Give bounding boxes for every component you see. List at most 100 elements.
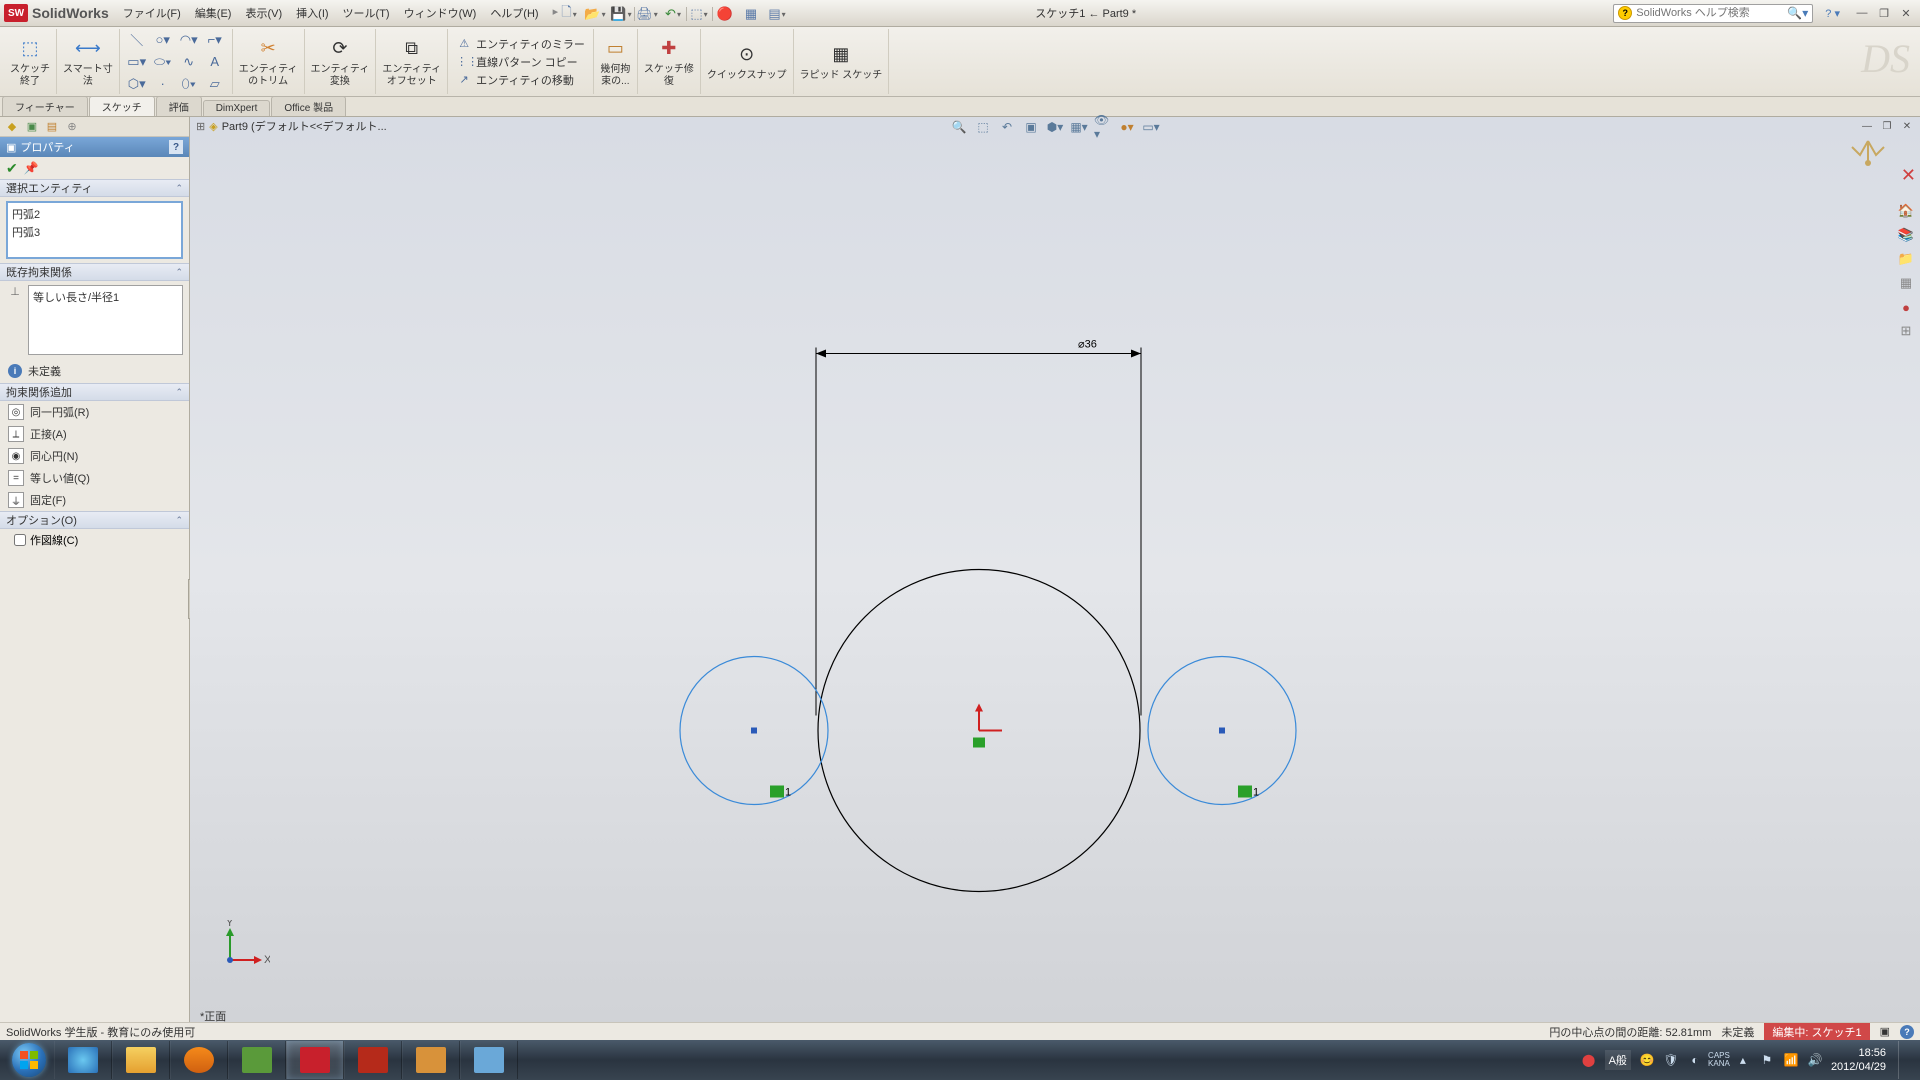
new-doc-icon[interactable]: 🗋 bbox=[560, 5, 578, 23]
tab-feature[interactable]: フィーチャー bbox=[2, 96, 88, 116]
pm-section-add[interactable]: 拘束関係追加⌃ bbox=[0, 383, 189, 401]
display-constraint-button[interactable]: ▭ 幾何拘 束の... bbox=[594, 29, 638, 94]
polygon-tool-icon[interactable]: ⬡▾ bbox=[126, 74, 148, 94]
spline-tool-icon[interactable]: ∿ bbox=[178, 52, 200, 72]
menu-insert[interactable]: 挿入(I) bbox=[296, 5, 328, 21]
taskbar-wmp[interactable] bbox=[170, 1041, 228, 1079]
help-search[interactable]: ? 🔍▾ bbox=[1613, 4, 1813, 23]
status-editing[interactable]: 編集中: スケッチ1 bbox=[1764, 1023, 1869, 1041]
circle-tool-icon[interactable]: ○▾ bbox=[152, 30, 174, 50]
menu-window[interactable]: ウィンドウ(W) bbox=[404, 5, 477, 21]
relation-coradial-button[interactable]: ◎同一円弧(R) bbox=[0, 401, 189, 423]
relation-badge-icon[interactable]: 1 bbox=[770, 786, 791, 799]
pm-tab-feature-icon[interactable]: ◆ bbox=[4, 119, 20, 135]
relation-fix-button[interactable]: ⏚固定(F) bbox=[0, 489, 189, 511]
taskbar-explorer[interactable] bbox=[112, 1041, 170, 1079]
pm-help-icon[interactable]: ? bbox=[169, 140, 183, 154]
line-tool-icon[interactable]: ＼ bbox=[126, 30, 148, 50]
trim-button[interactable]: ✂ エンティティ のトリム bbox=[233, 29, 305, 94]
plane-tool-icon[interactable]: ▱ bbox=[204, 74, 226, 94]
tab-evaluate[interactable]: 評価 bbox=[156, 96, 202, 116]
existing-relations-list[interactable]: 等しい長さ/半径1 bbox=[28, 285, 183, 355]
menu-view[interactable]: 表示(V) bbox=[245, 5, 282, 21]
list-item[interactable]: 円弧2 bbox=[12, 205, 177, 223]
pm-ok-icon[interactable]: ✔ bbox=[6, 160, 18, 177]
tray-icon[interactable]: ◐ bbox=[1687, 1052, 1703, 1068]
relation-tangent-button[interactable]: ⟂正接(A) bbox=[0, 423, 189, 445]
taskbar-app3[interactable] bbox=[460, 1041, 518, 1079]
start-button[interactable] bbox=[4, 1041, 54, 1079]
orientation-triad-icon[interactable]: Y X bbox=[220, 920, 270, 970]
status-help-icon[interactable]: ? bbox=[1900, 1025, 1914, 1039]
tray-volume-icon[interactable]: 🔊 bbox=[1807, 1052, 1823, 1068]
tab-sketch[interactable]: スケッチ bbox=[89, 96, 155, 116]
system-clock[interactable]: 18:56 2012/04/29 bbox=[1831, 1046, 1886, 1075]
dimension-d36[interactable]: ⌀36 bbox=[816, 339, 1141, 716]
taskbar-solidworks[interactable] bbox=[286, 1041, 344, 1079]
open-doc-icon[interactable]: 📂 bbox=[586, 5, 604, 23]
taskbar-acrobat[interactable] bbox=[344, 1041, 402, 1079]
minimize-button[interactable]: — bbox=[1852, 5, 1872, 21]
pm-section-options[interactable]: オプション(O)⌃ bbox=[0, 511, 189, 529]
smart-dimension-button[interactable]: ⟷ スマート寸 法 bbox=[57, 29, 120, 94]
relation-equal-button[interactable]: =等しい値(Q) bbox=[0, 467, 189, 489]
show-desktop-button[interactable] bbox=[1898, 1041, 1908, 1079]
tray-alert-icon[interactable]: ⬤ bbox=[1581, 1052, 1597, 1068]
pm-section-existing[interactable]: 既存拘束関係⌃ bbox=[0, 263, 189, 281]
move-entities-button[interactable]: ↗エンティティの移動 bbox=[456, 71, 585, 89]
tray-icon[interactable]: 😊 bbox=[1639, 1052, 1655, 1068]
ime-indicator[interactable]: A般 bbox=[1605, 1050, 1631, 1070]
graphics-area[interactable]: ⊞ ◈ Part9 (デフォルト<<デフォルト... 🔍 ⬚ ↶ ▣ ⬢▾ ▦▾… bbox=[190, 117, 1920, 1040]
slot-tool-icon[interactable]: ⬭▾ bbox=[152, 52, 174, 72]
menu-help[interactable]: ヘルプ(H) bbox=[490, 5, 538, 21]
tab-office[interactable]: Office 製品 bbox=[271, 96, 346, 116]
selected-entities-list[interactable]: 円弧2 円弧3 bbox=[6, 201, 183, 259]
tray-chevron-icon[interactable]: ▴ bbox=[1735, 1052, 1751, 1068]
offset-button[interactable]: ⧉ エンティティ オフセット bbox=[376, 29, 448, 94]
pm-tab-dim-icon[interactable]: ⊕ bbox=[64, 119, 80, 135]
menu-edit[interactable]: 編集(E) bbox=[195, 5, 232, 21]
tray-network-icon[interactable]: 📶 bbox=[1783, 1052, 1799, 1068]
construction-checkbox[interactable] bbox=[14, 534, 26, 546]
relation-badge-icon[interactable]: 1 bbox=[1238, 786, 1259, 799]
help-search-input[interactable] bbox=[1636, 7, 1785, 19]
relation-concentric-button[interactable]: ◉同心円(N) bbox=[0, 445, 189, 467]
exit-sketch-button[interactable]: ⬚ スケッチ 終了 bbox=[4, 29, 57, 94]
fillet-tool-icon[interactable]: ⌐▾ bbox=[204, 30, 226, 50]
mirror-button[interactable]: ⚠エンティティのミラー bbox=[456, 35, 585, 53]
pm-section-selected[interactable]: 選択エンティティ⌃ bbox=[0, 179, 189, 197]
menu-tools[interactable]: ツール(T) bbox=[343, 5, 390, 21]
pm-pin-icon[interactable]: 📌 bbox=[24, 161, 39, 175]
taskbar-app2[interactable] bbox=[402, 1041, 460, 1079]
pm-tab-config-icon[interactable]: ▤ bbox=[44, 119, 60, 135]
select-icon[interactable]: ⬚ bbox=[690, 5, 708, 23]
repair-sketch-button[interactable]: ✚ スケッチ修 復 bbox=[638, 29, 701, 94]
restore-button[interactable]: ❐ bbox=[1874, 5, 1894, 21]
search-icon[interactable]: 🔍▾ bbox=[1787, 6, 1808, 20]
pm-tab-property-icon[interactable]: ▣ bbox=[24, 119, 40, 135]
ellipse-tool-icon[interactable]: ⬯▾ bbox=[178, 74, 200, 94]
point-tool-icon[interactable]: · bbox=[152, 74, 174, 94]
tab-dimxpert[interactable]: DimXpert bbox=[203, 100, 271, 116]
status-unit-icon[interactable]: ▣ bbox=[1880, 1025, 1890, 1038]
linear-pattern-button[interactable]: ⋮⋮直線パターン コピー bbox=[456, 53, 585, 71]
list-item[interactable]: 円弧3 bbox=[12, 223, 177, 241]
list-item[interactable]: 等しい長さ/半径1 bbox=[33, 288, 178, 306]
construction-checkbox-row[interactable]: 作図線(C) bbox=[0, 529, 189, 551]
rapid-sketch-button[interactable]: ▦ ラピッド スケッチ bbox=[794, 29, 890, 94]
rect-tool-icon[interactable]: ▭▾ bbox=[126, 52, 148, 72]
rebuild-icon[interactable]: 🔴 bbox=[716, 5, 734, 23]
tray-flag-icon[interactable]: ⚑ bbox=[1759, 1052, 1775, 1068]
taskbar-app1[interactable] bbox=[228, 1041, 286, 1079]
arc-tool-icon[interactable]: ◠▾ bbox=[178, 30, 200, 50]
print-icon[interactable]: 🖨 bbox=[638, 5, 656, 23]
close-button[interactable]: ✕ bbox=[1896, 5, 1916, 21]
options-icon[interactable]: ▦ bbox=[742, 5, 760, 23]
convert-button[interactable]: ⟳ エンティティ 変換 bbox=[305, 29, 377, 94]
options2-icon[interactable]: ▤ bbox=[768, 5, 786, 23]
help-dropdown-icon[interactable]: ? ▾ bbox=[1825, 7, 1840, 20]
save-icon[interactable]: 💾 bbox=[612, 5, 630, 23]
tray-caps-icon[interactable]: CAPSKANA bbox=[1711, 1052, 1727, 1068]
text-tool-icon[interactable]: A bbox=[204, 52, 226, 72]
undo-icon[interactable]: ↶ bbox=[664, 5, 682, 23]
